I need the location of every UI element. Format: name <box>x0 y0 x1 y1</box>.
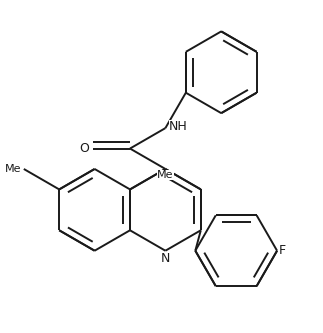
Text: O: O <box>80 142 89 155</box>
Text: NH: NH <box>169 120 188 133</box>
Text: Me: Me <box>5 164 21 174</box>
Text: Me: Me <box>157 170 174 180</box>
Text: N: N <box>161 252 170 265</box>
Text: F: F <box>278 244 286 257</box>
